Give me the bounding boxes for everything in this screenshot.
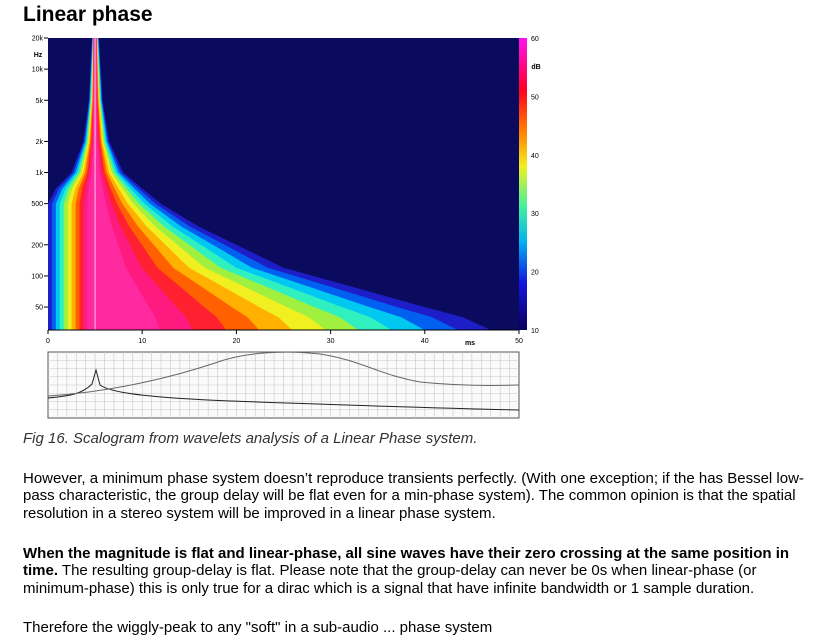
y-axis-unit: Hz (34, 52, 43, 59)
x-tick-label: 0 (46, 338, 50, 345)
y-tick-label: 100 (31, 273, 43, 280)
heatmap-bands (48, 38, 519, 330)
paragraph-2: When the magnitude is flat and linear-ph… (23, 545, 813, 597)
paragraph-2-bold: When the magnitude is flat and linear-ph… (23, 545, 790, 580)
page-title: Linear phase (23, 3, 153, 26)
colorbar-ticks: 60 50 40 30 20 10 (531, 36, 539, 335)
envelope-trace (47, 351, 520, 397)
x-tick-label: 20 (233, 338, 241, 345)
paragraph-1: However, a minimum phase system doesn’t … (23, 470, 804, 522)
colorbar-tick-label: 40 (531, 153, 539, 160)
colorbar-tick-label: 10 (531, 328, 539, 335)
time-axis: 0 10 20 30 40 50 (46, 329, 523, 345)
frequency-axis: 20k 10k 5k 2k 1k 500 200 100 50 (31, 36, 48, 312)
x-tick-label: 50 (515, 338, 523, 345)
colorbar-tick-label: 30 (531, 211, 539, 218)
scalogram-figure: 20k 10k 5k 2k 1k 500 200 100 50 Hz 0 10 20 30 40 50 m… (31, 36, 541, 419)
y-tick-label: 5k (36, 98, 44, 105)
x-tick-label: 30 (327, 338, 335, 345)
paragraph-2-text: The resulting group-delay is flat. Pleas… (23, 562, 757, 597)
x-axis-unit: ms (465, 340, 475, 347)
y-tick-label: 500 (31, 201, 43, 208)
impulse-trace (47, 368, 520, 411)
colorbar (519, 38, 527, 330)
x-tick-label: 40 (421, 338, 429, 345)
heat-band-6 (48, 38, 519, 330)
x-tick-label: 10 (138, 338, 146, 345)
colorbar-tick-label: 50 (531, 94, 539, 101)
y-tick-label: 200 (31, 242, 43, 249)
y-tick-label: 20k (32, 36, 44, 43)
y-tick-label: 50 (35, 305, 43, 312)
impulse-ridge-core (94, 38, 96, 330)
figure-caption: Fig 16. Scalogram from wavelets analysis… (23, 430, 478, 447)
colorbar-tick-label: 20 (531, 270, 539, 277)
y-tick-label: 2k (36, 139, 44, 146)
colorbar-unit: dB (531, 64, 540, 71)
y-tick-label: 10k (32, 67, 44, 74)
colorbar-tick-label: 60 (531, 36, 539, 43)
y-tick-label: 1k (36, 170, 44, 177)
